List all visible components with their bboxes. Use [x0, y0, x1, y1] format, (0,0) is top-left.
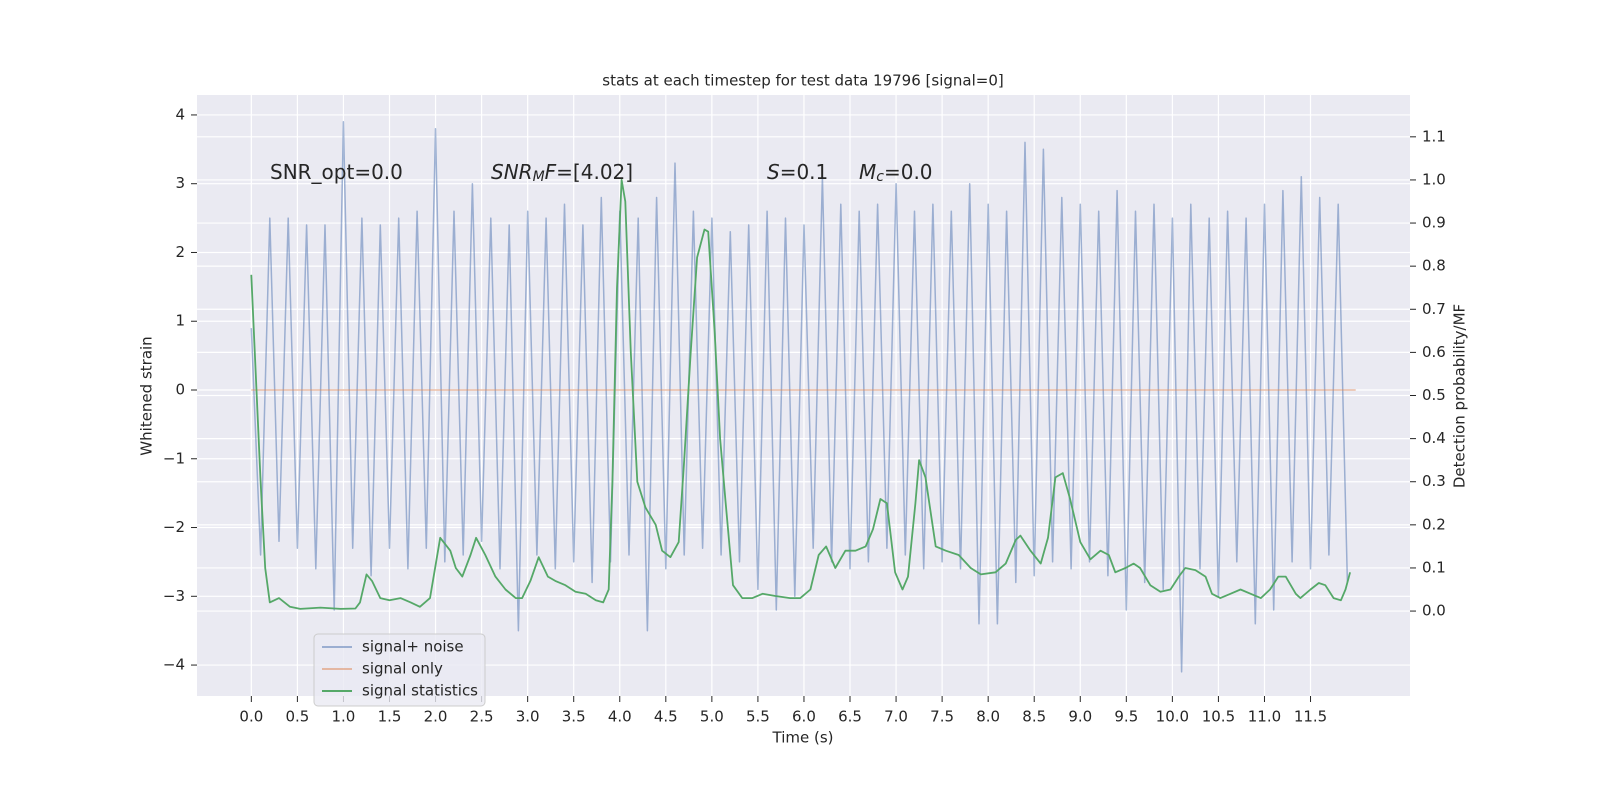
annotation-part: SNR: [491, 160, 533, 184]
legend-label: signal statistics: [362, 682, 478, 700]
legend-label: signal only: [362, 660, 443, 678]
series-line: [250, 179, 1351, 610]
x-tick-label: 5.5: [746, 708, 770, 726]
annotation-part: =[4.02]: [556, 160, 633, 184]
annotation-part: SNR_opt=0.0: [270, 160, 403, 184]
y-tick-label: −2: [163, 518, 185, 536]
x-tick-label: 0.5: [285, 708, 309, 726]
chart-title: stats at each timestep for test data 197…: [602, 72, 1003, 90]
annotation: SNRMF=[4.02]: [491, 160, 633, 186]
x-tick-label: 2.5: [470, 708, 494, 726]
y2-tick-label: 0.3: [1422, 472, 1446, 490]
annotation-part: =0.0: [884, 160, 933, 184]
x-tick-label: 6.0: [792, 708, 816, 726]
y2-tick-label: 0.5: [1422, 386, 1446, 404]
y2-tick-label: 0.8: [1422, 257, 1446, 275]
x-tick-label: 1.5: [378, 708, 402, 726]
y-tick-label: 3: [175, 174, 185, 192]
legend-box: [313, 633, 486, 707]
x-tick-label: 11.0: [1248, 708, 1281, 726]
x-tick-label: 1.0: [332, 708, 356, 726]
annotation-part: =0.1: [780, 160, 829, 184]
y2-tick-label: 1.1: [1422, 127, 1446, 145]
x-tick-label: 6.5: [838, 708, 862, 726]
annotation-part: M: [859, 160, 876, 184]
y2-tick-label: 0.1: [1422, 558, 1446, 576]
annotation-part: M: [533, 169, 545, 185]
y2-tick-label: 1.0: [1422, 170, 1446, 188]
y-tick-label: −4: [163, 656, 185, 674]
annotation-part: c: [876, 169, 884, 185]
x-tick-label: 10.0: [1156, 708, 1189, 726]
x-tick-label: 7.5: [930, 708, 954, 726]
y2-tick-label: 0.6: [1422, 343, 1446, 361]
annotation: S=0.1: [767, 160, 828, 184]
y2-tick-label: 0.7: [1422, 300, 1446, 318]
x-tick-label: 5.0: [700, 708, 724, 726]
x-tick-label: 8.5: [1022, 708, 1046, 726]
y-tick-label: 1: [175, 312, 185, 330]
legend: signal+ noise signal only signal statistic…: [313, 633, 486, 707]
x-tick-label: 3.0: [516, 708, 540, 726]
x-tick-label: 10.5: [1202, 708, 1235, 726]
y-tick-label: 4: [175, 105, 185, 123]
x-tick-label: 4.5: [654, 708, 678, 726]
x-axis-label: Time (s): [772, 729, 834, 747]
annotation: SNR_opt=0.0: [270, 160, 403, 184]
y2-tick-label: 0.2: [1422, 515, 1446, 533]
x-tick-label: 8.0: [976, 708, 1000, 726]
x-tick-label: 9.0: [1068, 708, 1092, 726]
x-tick-label: 7.0: [884, 708, 908, 726]
x-tick-label: 3.5: [562, 708, 586, 726]
y2-tick-label: 0.4: [1422, 429, 1446, 447]
y-axis-label: Whitened strain: [138, 336, 156, 455]
annotation: Mc=0.0: [859, 160, 933, 186]
x-tick-label: 0.0: [239, 708, 263, 726]
x-tick-label: 9.5: [1114, 708, 1138, 726]
x-tick-label: 2.0: [424, 708, 448, 726]
y-tick-label: 2: [175, 243, 185, 261]
y2-tick-label: 0.0: [1422, 602, 1446, 620]
annotation-part: S: [767, 160, 780, 184]
x-tick-label: 4.0: [608, 708, 632, 726]
y-tick-label: −1: [163, 449, 185, 467]
series-line: [250, 121, 1349, 673]
y2-axis-label: Detection probability/MF: [1451, 304, 1469, 488]
legend-label: signal+ noise: [362, 638, 464, 656]
x-tick-label: 11.5: [1294, 708, 1327, 726]
y-tick-label: −3: [163, 587, 185, 605]
y-tick-label: 0: [175, 380, 185, 398]
y2-tick-label: 0.9: [1422, 214, 1446, 232]
annotation-part: F: [545, 160, 557, 184]
